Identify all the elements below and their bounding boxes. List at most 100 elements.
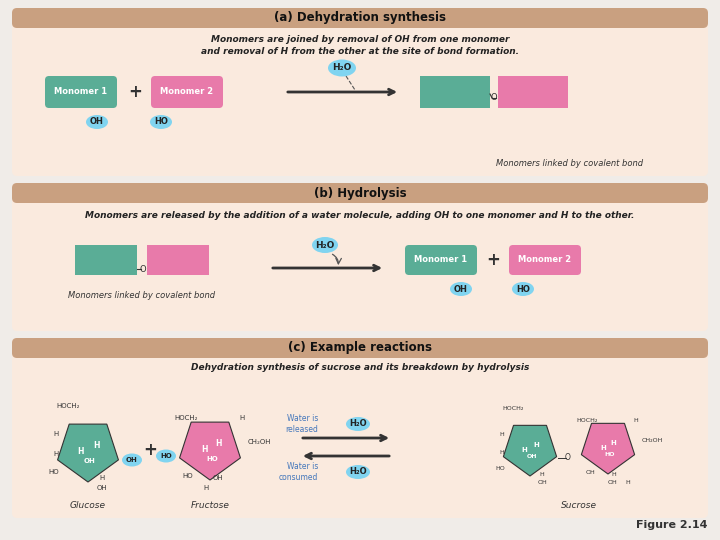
Bar [498, 76, 568, 108]
Text: OH: OH [585, 469, 595, 475]
Text: Water is
released: Water is released [285, 414, 318, 434]
Ellipse shape [312, 237, 338, 253]
Text: HO: HO [495, 465, 505, 470]
FancyBboxPatch shape [12, 8, 708, 176]
Text: HO: HO [206, 456, 218, 462]
Text: Monomers linked by covalent bond: Monomers linked by covalent bond [496, 159, 644, 167]
Text: O: O [565, 454, 571, 462]
FancyBboxPatch shape [12, 338, 708, 358]
Text: H: H [539, 471, 544, 476]
FancyBboxPatch shape [12, 338, 708, 518]
Text: Fructose: Fructose [191, 502, 230, 510]
Text: OH: OH [96, 485, 107, 491]
Text: H: H [500, 431, 505, 436]
Text: Monomer 1: Monomer 1 [55, 87, 107, 97]
Text: +: + [128, 83, 142, 101]
Text: Dehydration synthesis of sucrose and its breakdown by hydrolysis: Dehydration synthesis of sucrose and its… [191, 363, 529, 373]
Text: Monomer 2: Monomer 2 [161, 87, 214, 97]
Text: Water is
consumed: Water is consumed [279, 462, 318, 482]
Text: OH: OH [126, 457, 138, 463]
Text: Figure 2.14: Figure 2.14 [636, 520, 708, 530]
Text: H: H [78, 448, 84, 456]
Text: OH: OH [454, 285, 468, 294]
Text: (a) Dehydration synthesis: (a) Dehydration synthesis [274, 11, 446, 24]
Polygon shape [179, 422, 240, 480]
Text: +: + [143, 441, 157, 459]
FancyBboxPatch shape [12, 183, 708, 203]
Ellipse shape [86, 115, 108, 129]
Text: H: H [610, 440, 616, 446]
Polygon shape [503, 426, 557, 476]
Text: HOCH₂: HOCH₂ [502, 406, 523, 410]
Text: H: H [626, 480, 631, 484]
Text: Monomers are joined by removal of OH from one monomer: Monomers are joined by removal of OH fro… [211, 36, 509, 44]
Ellipse shape [122, 454, 142, 467]
Text: H: H [53, 451, 58, 457]
Bar [420, 76, 490, 108]
Text: CH₂OH: CH₂OH [642, 437, 663, 442]
Text: +: + [486, 251, 500, 269]
Ellipse shape [512, 282, 534, 296]
Text: H: H [533, 442, 539, 448]
Text: HO: HO [154, 118, 168, 126]
Text: HO: HO [605, 453, 616, 457]
Text: HO: HO [49, 469, 59, 475]
FancyBboxPatch shape [12, 8, 708, 28]
Text: H₂O: H₂O [315, 240, 335, 249]
Text: (c) Example reactions: (c) Example reactions [288, 341, 432, 354]
Text: H: H [203, 485, 209, 491]
Text: HOCH₂: HOCH₂ [576, 417, 598, 422]
FancyBboxPatch shape [509, 245, 581, 275]
Text: H₂O: H₂O [349, 420, 366, 429]
Polygon shape [58, 424, 118, 482]
Text: H: H [53, 431, 58, 437]
Text: OH: OH [537, 480, 547, 484]
Text: H: H [521, 447, 527, 453]
Ellipse shape [156, 449, 176, 462]
Bar [75, 245, 137, 275]
FancyBboxPatch shape [405, 245, 477, 275]
Ellipse shape [150, 115, 172, 129]
FancyBboxPatch shape [45, 76, 117, 108]
Text: OH: OH [527, 455, 537, 460]
Text: H: H [634, 417, 639, 422]
Text: H: H [239, 415, 245, 421]
Text: HOCH₂: HOCH₂ [56, 403, 79, 409]
Text: Monomer 2: Monomer 2 [518, 255, 572, 265]
Ellipse shape [450, 282, 472, 296]
Text: H: H [600, 445, 606, 451]
Text: H: H [99, 475, 104, 481]
Text: Monomers linked by covalent bond: Monomers linked by covalent bond [68, 291, 215, 300]
Text: HO: HO [516, 285, 530, 294]
Text: HOCH₂: HOCH₂ [174, 415, 197, 421]
Ellipse shape [328, 59, 356, 77]
Text: OH: OH [607, 480, 617, 484]
FancyBboxPatch shape [151, 76, 223, 108]
Text: HO: HO [183, 473, 193, 479]
Text: OH: OH [84, 458, 96, 464]
Text: H: H [201, 446, 207, 455]
Ellipse shape [346, 465, 370, 479]
Text: HO: HO [160, 453, 172, 459]
Text: H: H [611, 471, 616, 476]
Text: Sucrose: Sucrose [561, 502, 597, 510]
Text: H₂O: H₂O [333, 64, 351, 72]
Text: (b) Hydrolysis: (b) Hydrolysis [314, 186, 406, 199]
Text: Monomers are released by the addition of a water molecule, adding OH to one mono: Monomers are released by the addition of… [85, 211, 635, 219]
Text: H: H [93, 442, 99, 450]
Text: H: H [500, 449, 505, 455]
FancyBboxPatch shape [12, 183, 708, 331]
Ellipse shape [346, 417, 370, 431]
Text: Monomer 1: Monomer 1 [415, 255, 467, 265]
Text: O: O [140, 265, 146, 273]
Bar [147, 245, 209, 275]
Text: and removal of H from the other at the site of bond formation.: and removal of H from the other at the s… [201, 46, 519, 56]
Text: Glucose: Glucose [70, 502, 106, 510]
Polygon shape [581, 423, 634, 474]
Text: OH: OH [90, 118, 104, 126]
Text: H₂O: H₂O [349, 468, 366, 476]
Text: O: O [491, 93, 498, 103]
Text: H: H [215, 440, 221, 449]
Text: CH₂OH: CH₂OH [248, 439, 271, 445]
Text: OH: OH [212, 475, 223, 481]
